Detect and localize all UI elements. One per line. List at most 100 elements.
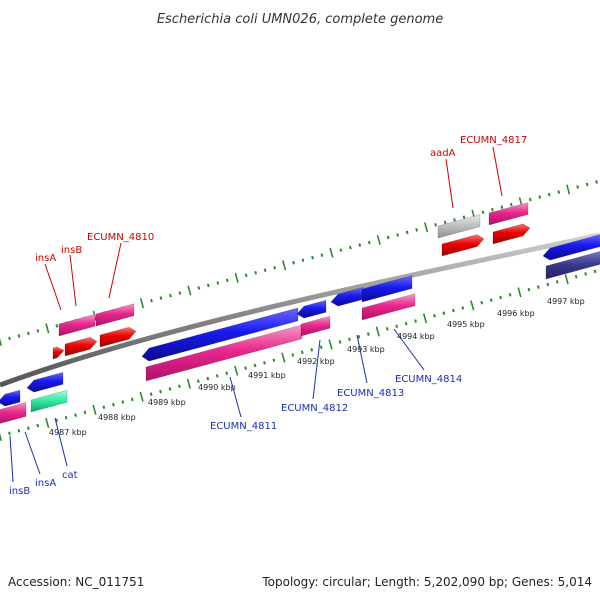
reverse-track-minor-tick bbox=[130, 397, 134, 402]
cds-ECUMN_4812 bbox=[300, 315, 331, 337]
gene-label-insB-fwd: insB bbox=[61, 245, 82, 256]
tick-label-4989: 4989 kbp bbox=[148, 398, 186, 407]
genome-stats: Topology: circular; Length: 5,202,090 bp… bbox=[261, 575, 592, 589]
gene-label-insA-fwd: insA bbox=[35, 253, 56, 264]
accession-label: Accession: NC_011751 bbox=[8, 575, 144, 589]
forward-track-minor-tick bbox=[292, 260, 295, 265]
reverse-track-minor-tick bbox=[404, 321, 408, 326]
cds-navy-right bbox=[545, 251, 600, 280]
forward-track-major-tick bbox=[329, 247, 334, 258]
reverse-track-minor-tick bbox=[168, 387, 172, 391]
label-leader bbox=[312, 339, 321, 400]
reverse-track-minor-tick bbox=[83, 410, 87, 415]
genome-backbone bbox=[0, 232, 600, 388]
forward-track-minor-tick bbox=[557, 190, 561, 194]
cds-gray bbox=[437, 214, 481, 239]
forward-track-minor-tick bbox=[595, 180, 598, 184]
reverse-track-major-tick bbox=[234, 365, 239, 376]
cds-insA bbox=[64, 336, 98, 357]
tick-label-4997: 4997 kbp bbox=[547, 297, 585, 306]
reverse-gene-label-text: insB insA cat ECUMN_4811 ECUMN_4812 ECUM… bbox=[9, 374, 462, 497]
reverse-track-major-tick bbox=[0, 432, 3, 442]
reverse-track-minor-tick bbox=[244, 366, 247, 370]
forward-track-minor-tick bbox=[17, 334, 21, 338]
reverse-track-minor-tick bbox=[111, 402, 115, 407]
tick-label-4994: 4994 kbp bbox=[397, 332, 435, 341]
reverse-track-minor-tick bbox=[178, 384, 181, 389]
cds-blue-right bbox=[542, 234, 600, 261]
forward-track-minor-tick bbox=[27, 331, 30, 336]
reverse-track-minor-tick bbox=[480, 300, 484, 305]
gene-label-aadA: aadA bbox=[430, 148, 456, 159]
reverse-track-minor-tick bbox=[102, 405, 106, 410]
tick-label-4993: 4993 kbp bbox=[347, 345, 385, 354]
forward-track-major-tick bbox=[234, 272, 239, 283]
forward-gene-label-text: insA insB ECUMN_4810 aadA ECUMN_4817 bbox=[35, 135, 527, 264]
gene-label-ECUMN_4814: ECUMN_4814 bbox=[395, 374, 462, 385]
cds-pink-edge bbox=[0, 402, 27, 424]
label-leader bbox=[69, 254, 77, 307]
forward-track-minor-tick bbox=[216, 281, 220, 285]
reverse-gene-labels bbox=[9, 328, 425, 483]
reverse-track-minor-tick bbox=[64, 415, 68, 420]
gene-label-cat: cat bbox=[62, 470, 78, 481]
reverse-track-minor-tick bbox=[26, 426, 30, 430]
gene-label-ECUMN_4813: ECUMN_4813 bbox=[337, 388, 404, 399]
tick-label-4995: 4995 kbp bbox=[447, 320, 485, 329]
reverse-track-minor-tick bbox=[461, 306, 465, 310]
reverse-track-minor-tick bbox=[121, 400, 125, 404]
reverse-track-minor-tick bbox=[300, 350, 304, 355]
forward-track-minor-tick bbox=[273, 265, 276, 270]
forward-track-minor-tick bbox=[169, 293, 172, 298]
reverse-track-minor-tick bbox=[584, 272, 587, 276]
gene-label-insA-rev: insA bbox=[35, 478, 56, 489]
forward-track-minor-tick bbox=[547, 192, 551, 197]
cds-red-small bbox=[52, 346, 65, 360]
reverse-track-major-tick bbox=[422, 313, 428, 324]
reverse-track-minor-tick bbox=[555, 280, 559, 284]
reverse-track-major-tick bbox=[328, 339, 333, 350]
forward-track-minor-tick bbox=[481, 210, 485, 215]
label-leader bbox=[108, 242, 122, 299]
forward-track-minor-tick bbox=[339, 248, 343, 252]
label-leader bbox=[445, 158, 454, 209]
reverse-track-minor-tick bbox=[357, 334, 361, 339]
label-leader bbox=[9, 435, 14, 483]
label-leader bbox=[356, 334, 368, 384]
forward-track-minor-tick bbox=[36, 329, 40, 333]
forward-track-major-tick bbox=[187, 285, 192, 296]
reverse-track-minor-tick bbox=[159, 389, 162, 394]
reverse-tick-track bbox=[0, 269, 597, 442]
gene-label-ECUMN_4810: ECUMN_4810 bbox=[87, 232, 154, 243]
reverse-track-minor-tick bbox=[291, 353, 295, 357]
reverse-track-minor-tick bbox=[36, 423, 40, 428]
gene-label-ECUMN_4812: ECUMN_4812 bbox=[281, 403, 348, 414]
forward-track-minor-tick bbox=[509, 202, 513, 207]
forward-track-minor-tick bbox=[500, 205, 504, 209]
forward-track-minor-tick bbox=[528, 197, 532, 202]
forward-track-minor-tick bbox=[415, 228, 419, 232]
forward-track-minor-tick bbox=[576, 185, 579, 189]
cds-ECUMN_4811-pink bbox=[145, 324, 303, 382]
reverse-track-minor-tick bbox=[206, 376, 210, 381]
cds-aadA bbox=[441, 234, 485, 257]
reverse-track-minor-tick bbox=[414, 319, 417, 323]
reverse-track-major-tick bbox=[375, 326, 380, 337]
reverse-track-minor-tick bbox=[253, 363, 257, 368]
forward-track-minor-tick bbox=[178, 291, 182, 295]
reverse-track-minor-tick bbox=[489, 298, 493, 302]
cds-ECUMN_4817-pink bbox=[488, 202, 529, 226]
gene-label-insB-rev: insB bbox=[9, 486, 30, 497]
forward-track-minor-tick bbox=[443, 220, 447, 225]
label-leader bbox=[24, 431, 41, 475]
reverse-track-minor-tick bbox=[74, 413, 77, 417]
cds-ECUMN_4814 bbox=[361, 293, 416, 321]
forward-track-minor-tick bbox=[462, 215, 466, 220]
cds-ECUMN_4817 bbox=[492, 223, 531, 245]
forward-track-major-tick bbox=[424, 222, 429, 233]
gene-label-ECUMN_4817: ECUMN_4817 bbox=[460, 135, 527, 146]
forward-track-minor-tick bbox=[197, 286, 201, 290]
reverse-track-minor-tick bbox=[263, 361, 266, 365]
reverse-track-minor-tick bbox=[225, 371, 229, 376]
reverse-track-minor-tick bbox=[499, 295, 502, 300]
